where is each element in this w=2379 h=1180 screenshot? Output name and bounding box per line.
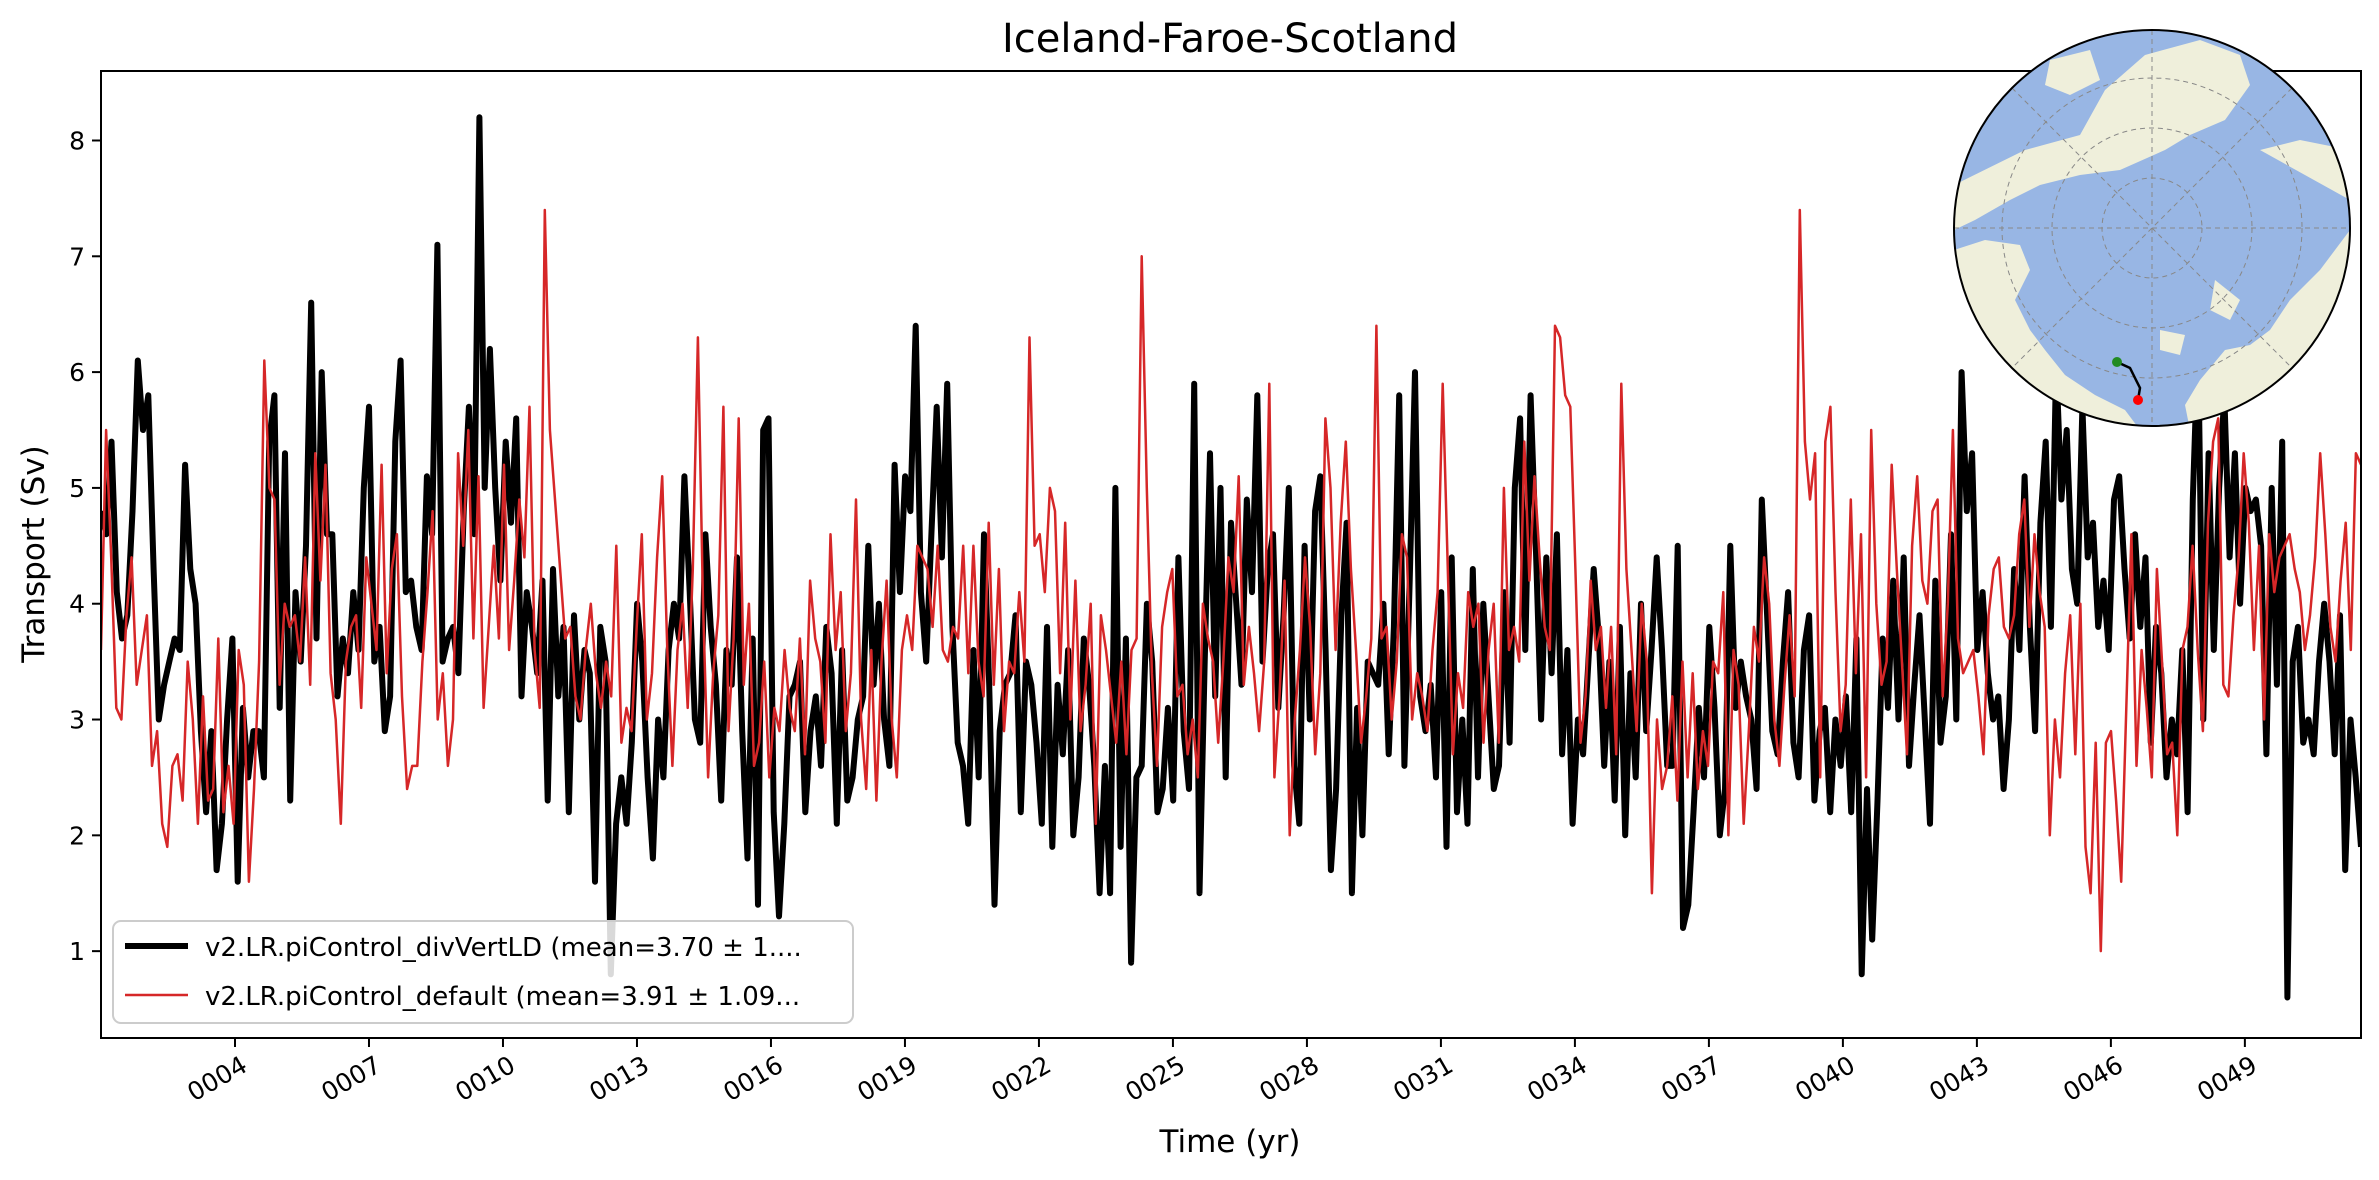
x-tick-label: 0034 (1522, 1050, 1592, 1107)
y-axis: 1 2 3 4 5 6 7 8 (69, 126, 101, 966)
series-line-1 (101, 208, 2361, 953)
x-axis-label: Time (yr) (1159, 1124, 1301, 1160)
x-tick-label: 0013 (584, 1050, 654, 1107)
inset-map (1953, 29, 2351, 427)
y-tick-label: 1 (69, 937, 85, 966)
x-tick-label: 0022 (986, 1050, 1056, 1107)
y-tick-label: 7 (69, 242, 85, 271)
x-tick-label: 0040 (1790, 1050, 1860, 1107)
x-tick-label: 0031 (1388, 1050, 1458, 1107)
x-tick-label: 0037 (1656, 1050, 1726, 1107)
legend-box (112, 920, 854, 1024)
x-tick-label: 0010 (450, 1050, 520, 1107)
y-tick-label: 6 (69, 358, 85, 387)
inset-map-graticule (1954, 30, 2350, 426)
x-tick-label: 0049 (2192, 1050, 2262, 1107)
y-tick-label: 4 (69, 590, 85, 619)
legend-label-default: v2.LR.piControl_default (mean=3.91 ± 1.0… (205, 982, 800, 1012)
inset-map-transect-start (2112, 357, 2122, 367)
series-layer (101, 114, 2361, 1001)
y-axis-label: Transport (Sv) (16, 445, 52, 664)
x-tick-label: 0028 (1254, 1050, 1324, 1107)
x-tick-label: 0016 (718, 1050, 788, 1107)
inset-map-border (1953, 29, 2351, 427)
series-line-0 (101, 114, 2361, 1001)
y-tick-label: 8 (69, 126, 85, 155)
x-tick-label: 0007 (316, 1050, 386, 1107)
x-tick-label: 0043 (1924, 1050, 1994, 1107)
y-tick-label: 2 (69, 821, 85, 850)
x-tick-label: 0019 (852, 1050, 922, 1107)
x-tick-label: 0004 (182, 1050, 252, 1107)
legend: v2.LR.piControl_divVertLD (mean=3.70 ± 1… (112, 920, 854, 1024)
x-tick-label: 0025 (1120, 1050, 1190, 1107)
x-tick-label: 0046 (2058, 1050, 2128, 1107)
x-axis: 0004 0007 0010 0013 0016 0019 0022 0025 0028 0031… (182, 1038, 2262, 1107)
y-tick-label: 3 (69, 706, 85, 735)
plot-frame (100, 70, 2362, 1039)
y-tick-label: 5 (69, 474, 85, 503)
chart-title: Iceland-Faroe-Scotland (1002, 16, 1458, 62)
legend-label-divvertld: v2.LR.piControl_divVertLD (mean=3.70 ± 1… (205, 933, 802, 963)
inset-map-transect-end (2133, 395, 2143, 405)
inset-map-transect (2116, 360, 2142, 401)
